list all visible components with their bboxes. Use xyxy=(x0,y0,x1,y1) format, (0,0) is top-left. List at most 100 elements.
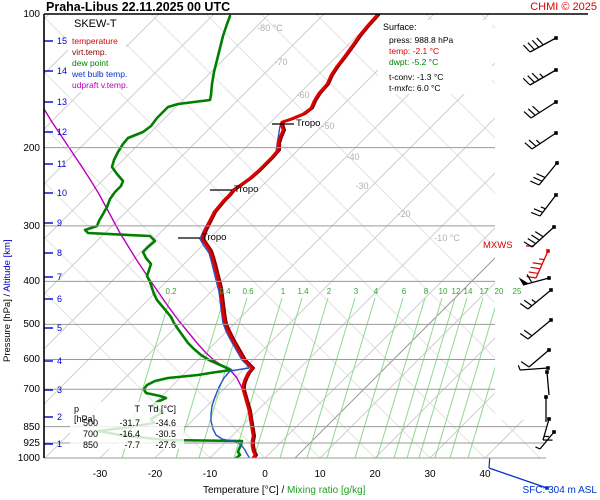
pressure-tick-500: 500 xyxy=(23,319,40,331)
mixing-ratio-label: 12 xyxy=(451,287,461,296)
surface-info-line: press: 988.8 hPa xyxy=(389,35,454,45)
dry-adiabat-line xyxy=(535,14,546,458)
levels-table-cell: 700 xyxy=(82,429,98,439)
y-axis-title: Pressure [hPa] / Altitude [km] xyxy=(2,239,13,362)
mixing-ratio-label: 1.4 xyxy=(297,287,309,296)
levels-table-header-cell: T xyxy=(134,404,141,414)
x-axis-title-temperature: Temperature [°C] xyxy=(203,485,279,496)
surface-info-box xyxy=(378,20,492,94)
altitude-tick-label-13: 13 xyxy=(57,97,68,107)
legend-item-temperature: temperature xyxy=(72,36,118,46)
max-wind-label: MXWS xyxy=(483,240,513,251)
levels-table-cell: 850 xyxy=(82,440,98,450)
levels-table-cell: -7.7 xyxy=(124,440,140,450)
tropopause-label-3: Tropo xyxy=(202,232,227,243)
altitude-tick-label-15: 15 xyxy=(57,36,68,46)
levels-table-row: 700 -16.4 -30.5 xyxy=(74,429,176,439)
altitude-tick-label-3: 3 xyxy=(57,385,63,395)
dry-adiabat-line xyxy=(95,14,541,458)
levels-table-cell: -16.4 xyxy=(119,429,140,439)
wind-barb xyxy=(542,417,553,441)
x-axis-title-mixing-ratio: Mixing ratio [g/kg] xyxy=(287,485,366,496)
pressure-tick-700: 700 xyxy=(23,384,40,396)
altitude-tick-label-4: 4 xyxy=(57,356,63,366)
temp-tick-0: 0 xyxy=(262,469,268,480)
mixing-ratio-label: 17 xyxy=(479,287,489,296)
temperature-curve xyxy=(200,14,379,458)
dry-adiabat-line xyxy=(205,14,546,458)
altitude-tick-label-5: 5 xyxy=(57,323,63,333)
mixing-ratio-line xyxy=(279,297,329,458)
mixing-ratio-label: 14 xyxy=(463,287,473,296)
temp-tick-40: 40 xyxy=(479,469,491,480)
isotherm-line xyxy=(44,14,325,458)
levels-table-cell: -30.5 xyxy=(155,429,176,439)
wind-barb xyxy=(522,68,558,86)
wind-barb xyxy=(523,100,558,119)
isotherm-label: -60 xyxy=(296,90,310,100)
wind-barb xyxy=(520,348,551,368)
wind-barb xyxy=(518,274,551,286)
wind-barb xyxy=(530,161,559,186)
levels-table-row: 850 -7.7 -27.6 xyxy=(74,440,176,450)
levels-table-cell: 500 xyxy=(82,418,98,428)
altitude-tick-label-6: 6 xyxy=(57,294,63,304)
dry-adiabat-line xyxy=(44,14,266,458)
levels-table-cell: -27.6 xyxy=(155,440,176,450)
altitude-tick-label-9: 9 xyxy=(57,218,63,228)
levels-table-row: 500 -31.7 -34.6 xyxy=(74,418,176,428)
pressure-tick-600: 600 xyxy=(23,354,40,366)
temp-tick--30: -30 xyxy=(92,469,108,480)
legend-item-dew-point: dew point xyxy=(72,58,109,68)
wind-barb xyxy=(524,131,558,150)
surface-box-title: Surface: xyxy=(383,22,417,32)
legend-box xyxy=(68,16,126,92)
mixing-ratio-line xyxy=(449,297,499,458)
wind-barb xyxy=(523,36,558,53)
mixing-ratio-label: 25 xyxy=(512,287,522,296)
wind-barb xyxy=(488,458,549,490)
isotherm-line xyxy=(44,14,435,458)
pressure-tick-100: 100 xyxy=(23,9,40,20)
temp-tick-10: 10 xyxy=(314,469,326,480)
mixing-ratio-label: 0.2 xyxy=(165,287,177,296)
dry-adiabat-line xyxy=(480,14,546,458)
altitude-tick-label-11: 11 xyxy=(57,159,67,169)
isotherm-line xyxy=(264,14,546,458)
isotherm-label: -20 xyxy=(397,209,411,219)
isotherm-label: -30 xyxy=(355,181,369,191)
levels-table-cell: -34.6 xyxy=(155,418,176,428)
isotherm-label: -50 xyxy=(321,121,335,131)
isotherm-label: -70 xyxy=(274,57,288,67)
temp-tick-30: 30 xyxy=(424,469,436,480)
isotherm-line xyxy=(209,14,546,458)
y-axis-title-pressure: Pressure [hPa] xyxy=(2,299,13,362)
isotherm-label: -80 °C xyxy=(257,23,283,33)
mixing-ratio-label: 20 xyxy=(494,287,504,296)
pressure-tick-925: 925 xyxy=(23,437,40,449)
altitude-tick-label-2: 2 xyxy=(57,412,63,422)
wind-barb xyxy=(519,318,553,340)
copyright-label: CHMI © 2025 xyxy=(530,1,597,13)
wind-barb xyxy=(523,225,556,248)
mixing-ratio-label: 1 xyxy=(280,287,286,296)
mixing-ratio-line xyxy=(306,297,356,458)
dry-adiabat-line xyxy=(44,14,376,458)
levels-table-header-cell: Td [°C] xyxy=(147,404,176,414)
mixing-ratio-label: 2 xyxy=(326,287,332,296)
wind-barb xyxy=(526,249,550,279)
pressure-tick-400: 400 xyxy=(23,276,40,288)
altitude-tick-label-1: 1 xyxy=(57,439,63,449)
isotherm-line xyxy=(44,14,215,458)
mixing-ratio-line xyxy=(233,297,283,458)
altitude-tick-label-8: 8 xyxy=(57,248,63,258)
x-axis-title: Temperature [°C] / Mixing ratio [g/kg] xyxy=(203,485,366,496)
legend-item-virt-temp-: virt.temp. xyxy=(72,47,107,57)
wind-barb xyxy=(519,288,553,310)
surface-info-line: t-conv: -1.3 °C xyxy=(389,72,444,82)
surface-info-line: dwpt: -5.2 °C xyxy=(389,57,439,67)
mixing-ratio-label: 8 xyxy=(423,287,429,296)
levels-table-header-cell: p [hPa] xyxy=(74,404,96,424)
wind-barb xyxy=(530,193,558,217)
